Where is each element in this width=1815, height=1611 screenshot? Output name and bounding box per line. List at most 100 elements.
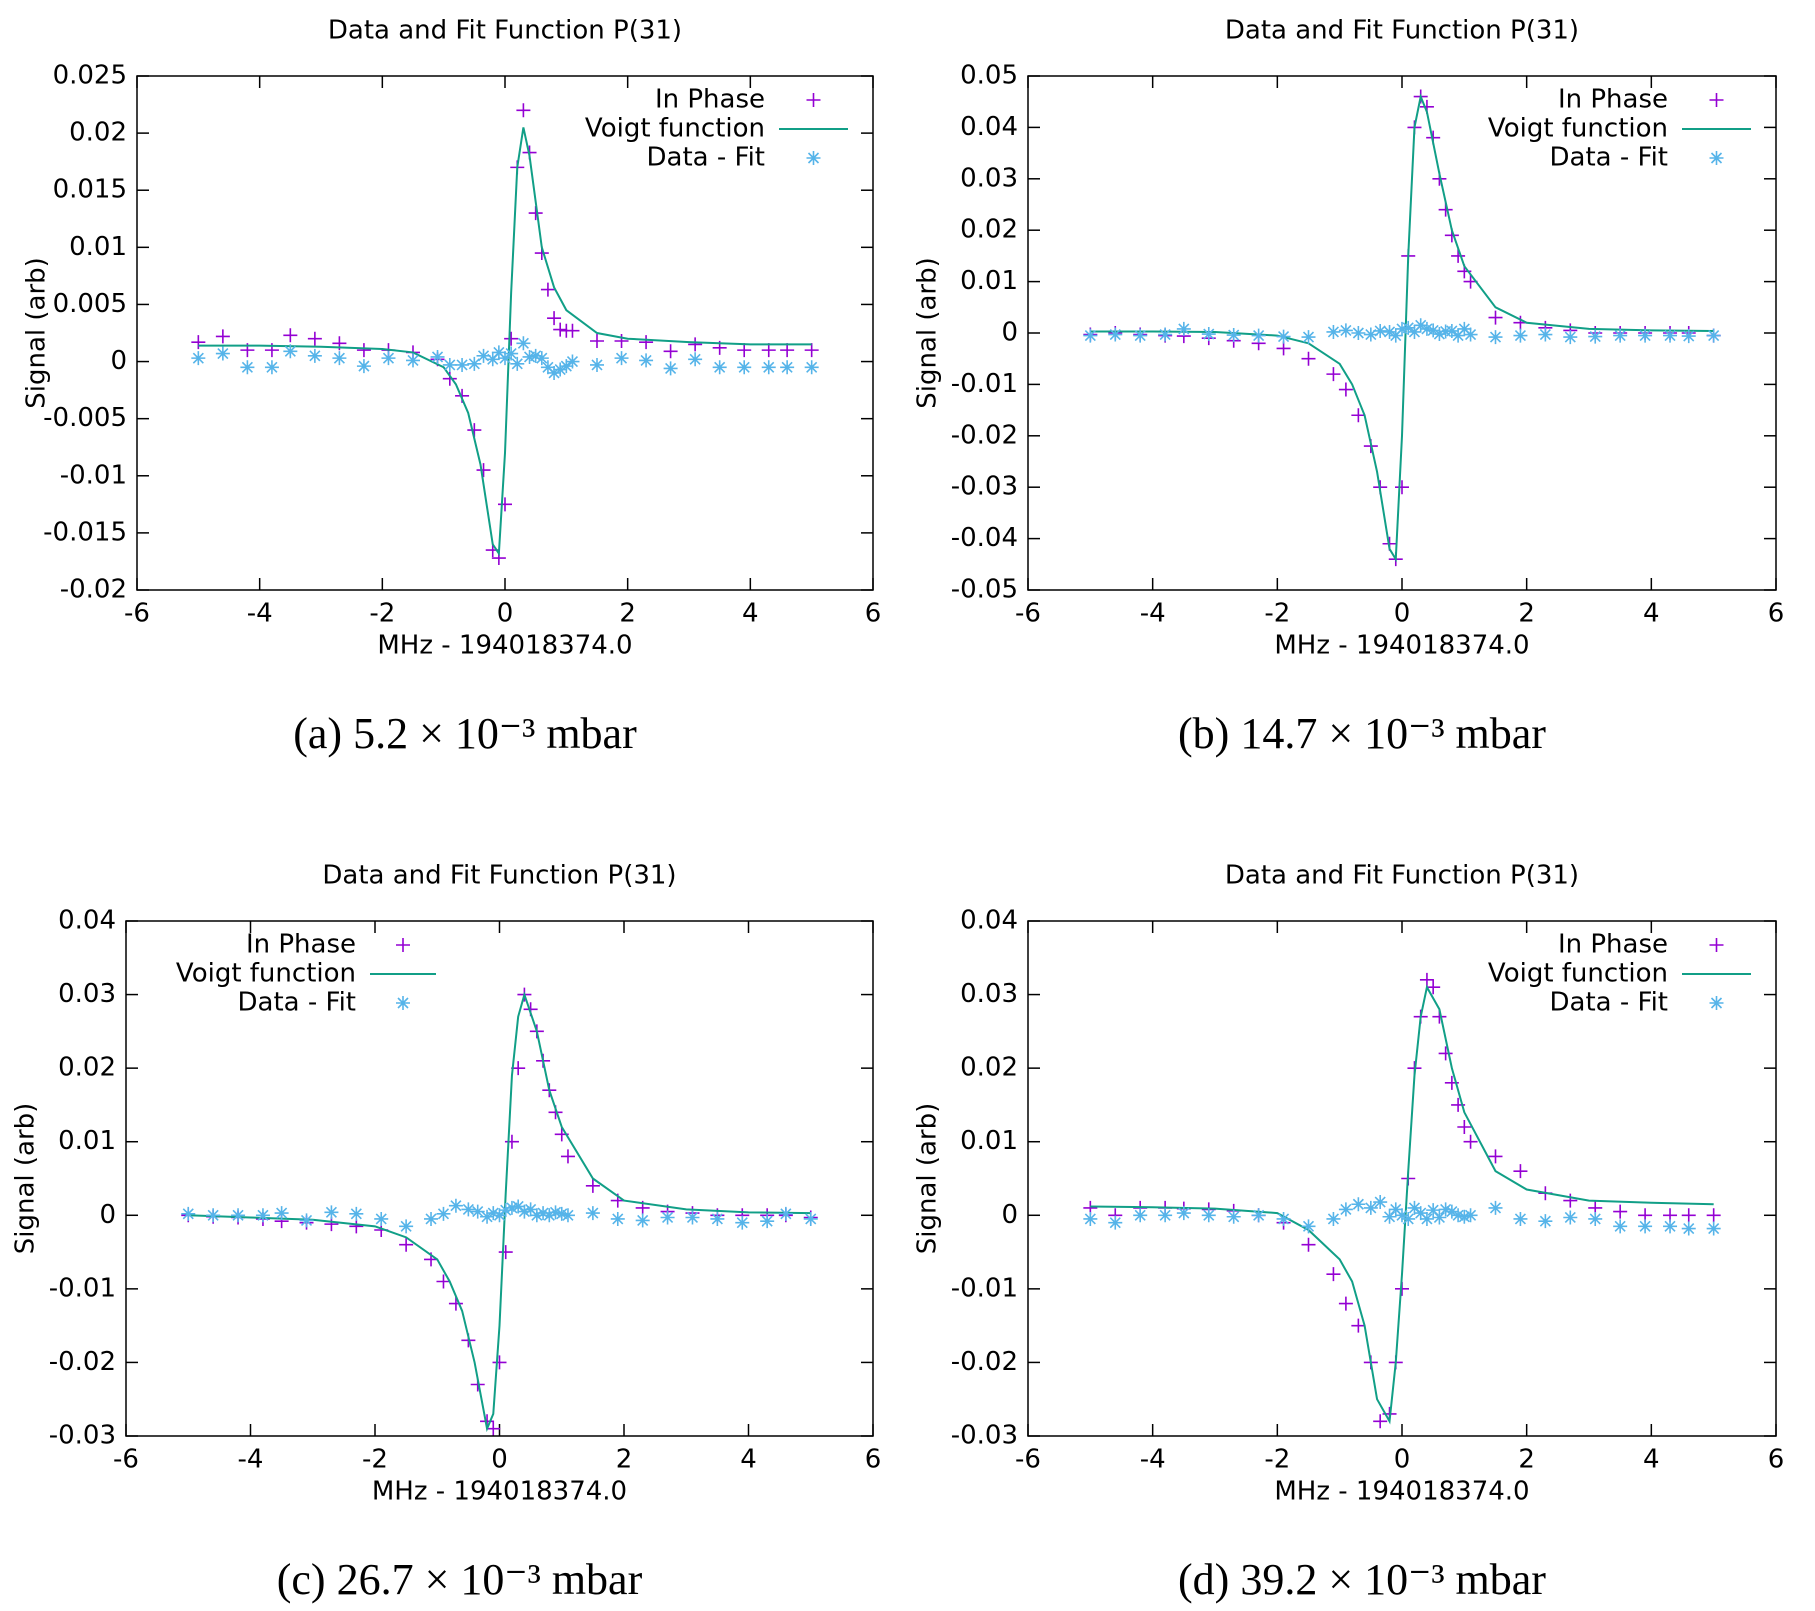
x-tick-label: 6 xyxy=(865,1445,882,1475)
data-point xyxy=(1488,330,1503,345)
y-tick-label: 0.03 xyxy=(58,979,116,1009)
data-point xyxy=(1538,327,1553,342)
data-point xyxy=(1613,1219,1628,1234)
data-point xyxy=(1351,408,1366,423)
data-point xyxy=(1457,1120,1472,1134)
legend-label: In Phase xyxy=(1558,85,1668,115)
y-tick-label: 0.05 xyxy=(960,61,1018,91)
x-tick-label: -4 xyxy=(247,599,273,629)
data-point xyxy=(491,345,506,360)
y-tick-label: 0.02 xyxy=(69,118,127,148)
data-point xyxy=(1681,1208,1696,1223)
x-tick-label: 4 xyxy=(740,1445,757,1475)
data-point xyxy=(504,346,519,361)
data-point xyxy=(349,1206,364,1221)
data-point xyxy=(406,353,420,368)
caption: (b) 14.7 × 10⁻³ mbar xyxy=(1178,709,1546,758)
data-point xyxy=(1663,1219,1678,1234)
data-point xyxy=(610,1211,625,1226)
y-tick-label: 0.01 xyxy=(960,1126,1018,1156)
data-point xyxy=(804,360,819,375)
data-point xyxy=(1133,328,1148,343)
data-point xyxy=(804,343,819,358)
data-point xyxy=(1563,330,1578,345)
data-point xyxy=(1401,1211,1416,1226)
data-point xyxy=(1563,1193,1578,1208)
data-point xyxy=(780,360,795,375)
x-tick-label: 4 xyxy=(1643,1445,1660,1475)
data-point xyxy=(803,1211,818,1226)
legend-marker xyxy=(1709,938,1724,952)
legend-label: Data - Fit xyxy=(1550,988,1668,1018)
data-point xyxy=(504,331,519,346)
data-point xyxy=(1363,1200,1378,1215)
legend-label: Voigt function xyxy=(585,114,765,144)
data-point xyxy=(780,343,795,358)
y-tick-label: 0 xyxy=(1001,1200,1018,1230)
data-point xyxy=(1457,321,1472,336)
data-point xyxy=(663,361,678,376)
data-point xyxy=(585,1178,600,1193)
data-point xyxy=(1613,1204,1628,1219)
data-point xyxy=(1338,382,1353,397)
data-point xyxy=(264,360,279,375)
y-axis-label: Signal (arb) xyxy=(22,257,52,409)
x-axis-label: MHz - 194018374.0 xyxy=(372,1477,627,1507)
data-point xyxy=(1276,1211,1291,1226)
data-point xyxy=(1326,324,1341,339)
data-point xyxy=(1706,1221,1721,1236)
data-point xyxy=(476,348,491,363)
x-tick-label: -2 xyxy=(369,599,395,629)
data-point xyxy=(1326,1267,1341,1282)
data-point xyxy=(1419,321,1434,336)
data-point xyxy=(710,1211,725,1226)
data-point xyxy=(1444,1204,1459,1219)
data-point xyxy=(1382,1209,1397,1224)
x-axis-label: MHz - 194018374.0 xyxy=(377,631,632,661)
data-point xyxy=(486,1206,501,1221)
y-tick-label: -0.03 xyxy=(951,472,1018,502)
data-point xyxy=(565,354,580,369)
x-axis-label: MHz - 194018374.0 xyxy=(1274,1477,1529,1507)
x-tick-label: 4 xyxy=(1643,599,1660,629)
data-point xyxy=(737,360,752,375)
data-point xyxy=(1419,972,1434,987)
data-point xyxy=(1407,324,1422,339)
fit-line xyxy=(198,127,812,557)
plot-frame xyxy=(1027,75,1777,591)
fit-line xyxy=(1090,93,1714,563)
data-point xyxy=(1201,1208,1216,1223)
data-point xyxy=(735,1215,750,1230)
y-tick-label: -0.03 xyxy=(49,1421,116,1451)
data-point xyxy=(486,1421,501,1436)
data-point xyxy=(1338,1296,1353,1311)
data-point xyxy=(504,1200,519,1215)
data-point xyxy=(1426,323,1441,338)
data-point xyxy=(1108,327,1123,342)
legend-label: Voigt function xyxy=(1488,959,1668,989)
data-point xyxy=(399,1219,414,1234)
data-point xyxy=(299,1213,314,1228)
data-point xyxy=(516,103,531,118)
x-tick-label: 0 xyxy=(1394,599,1411,629)
data-point xyxy=(517,1204,532,1219)
data-point xyxy=(542,1208,557,1223)
data-point xyxy=(1588,329,1603,344)
y-tick-label: 0.01 xyxy=(58,1126,116,1156)
y-tick-label: -0.02 xyxy=(49,1347,116,1377)
data-point xyxy=(1613,328,1628,343)
data-point xyxy=(399,1237,414,1252)
data-point xyxy=(324,1205,339,1220)
data-point xyxy=(381,351,396,366)
y-tick-label: 0.01 xyxy=(69,232,127,262)
data-point xyxy=(712,360,727,375)
data-point xyxy=(585,1206,600,1221)
chart-title: Data and Fit Function P(31) xyxy=(1225,861,1579,891)
data-point xyxy=(1226,1209,1241,1224)
data-point xyxy=(1176,321,1191,336)
data-point xyxy=(1706,1208,1721,1223)
x-tick-label: 2 xyxy=(619,599,636,629)
data-point xyxy=(1226,328,1241,343)
data-point xyxy=(215,346,230,361)
